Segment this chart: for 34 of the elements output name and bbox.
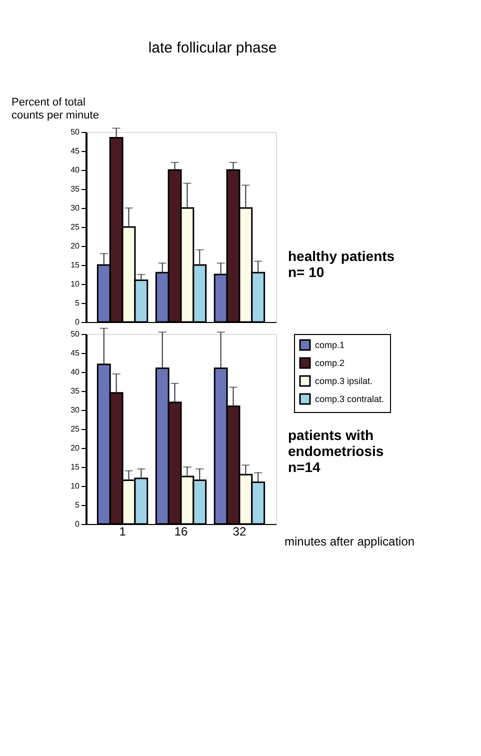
y-tick-label: 35 [70, 386, 80, 396]
y-tick-label: 40 [70, 368, 80, 376]
legend-label: comp.1 [315, 340, 345, 350]
y-tick-label: 20 [70, 242, 80, 250]
y-axis-title: Percent of total counts per minute [12, 96, 99, 122]
y-tick-label: 50 [70, 128, 80, 136]
y-tick-label: 0 [75, 318, 80, 326]
y-tick-label: 0 [75, 520, 80, 528]
y-tick-label: 50 [70, 330, 80, 338]
text: healthy patients n= 10 [288, 248, 395, 280]
legend-label: comp.3 ipsilat. [315, 376, 373, 386]
y-tick-label: 20 [70, 444, 80, 452]
y-tick-label: 45 [70, 348, 80, 358]
y-tick-label: 25 [70, 222, 80, 232]
y-tick-label: 30 [70, 204, 80, 212]
y-tick-label: 10 [70, 280, 80, 288]
x-tick-label: 32 [232, 524, 246, 538]
x-axis-title: minutes after application [284, 534, 415, 548]
y-tick-label: 15 [70, 462, 80, 472]
y-tick-label: 40 [70, 166, 80, 174]
text: patients with endometriosis n=14 [288, 427, 384, 475]
y-tick-label: 45 [70, 146, 80, 156]
y-tick-label: 5 [75, 500, 80, 510]
x-tick-label: 1 [119, 524, 126, 538]
legend-label: comp.3 contralat. [315, 394, 384, 404]
y-tick-label: 30 [70, 406, 80, 414]
y-tick-label: 10 [70, 482, 80, 490]
chart-title: late follicular phase [148, 40, 277, 56]
y-tick-label: 15 [70, 260, 80, 270]
y-tick-label: 5 [75, 298, 80, 308]
legend-label: comp.2 [315, 358, 345, 368]
y-tick-label: 35 [70, 184, 80, 194]
x-tick-label: 16 [174, 524, 188, 538]
y-tick-label: 25 [70, 424, 80, 434]
